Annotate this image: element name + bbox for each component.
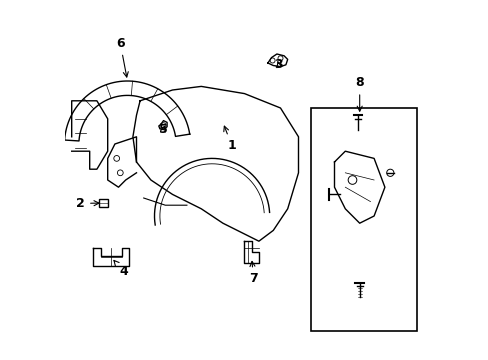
Polygon shape [107,137,136,187]
Polygon shape [64,81,189,141]
Polygon shape [244,241,258,263]
Polygon shape [133,86,298,241]
Polygon shape [93,248,129,266]
Bar [99,199,107,207]
Polygon shape [334,151,384,223]
Text: 2: 2 [76,197,99,210]
Polygon shape [159,121,167,130]
Text: 8: 8 [355,76,363,111]
Bar [310,108,416,331]
Circle shape [114,156,120,161]
Text: 6: 6 [116,37,128,77]
Text: 7: 7 [248,261,257,285]
Text: 5: 5 [159,123,167,136]
Polygon shape [267,54,287,67]
Circle shape [117,170,123,176]
Text: 1: 1 [224,126,236,152]
Polygon shape [72,101,107,169]
Text: 4: 4 [114,260,128,278]
Text: 3: 3 [274,58,283,71]
